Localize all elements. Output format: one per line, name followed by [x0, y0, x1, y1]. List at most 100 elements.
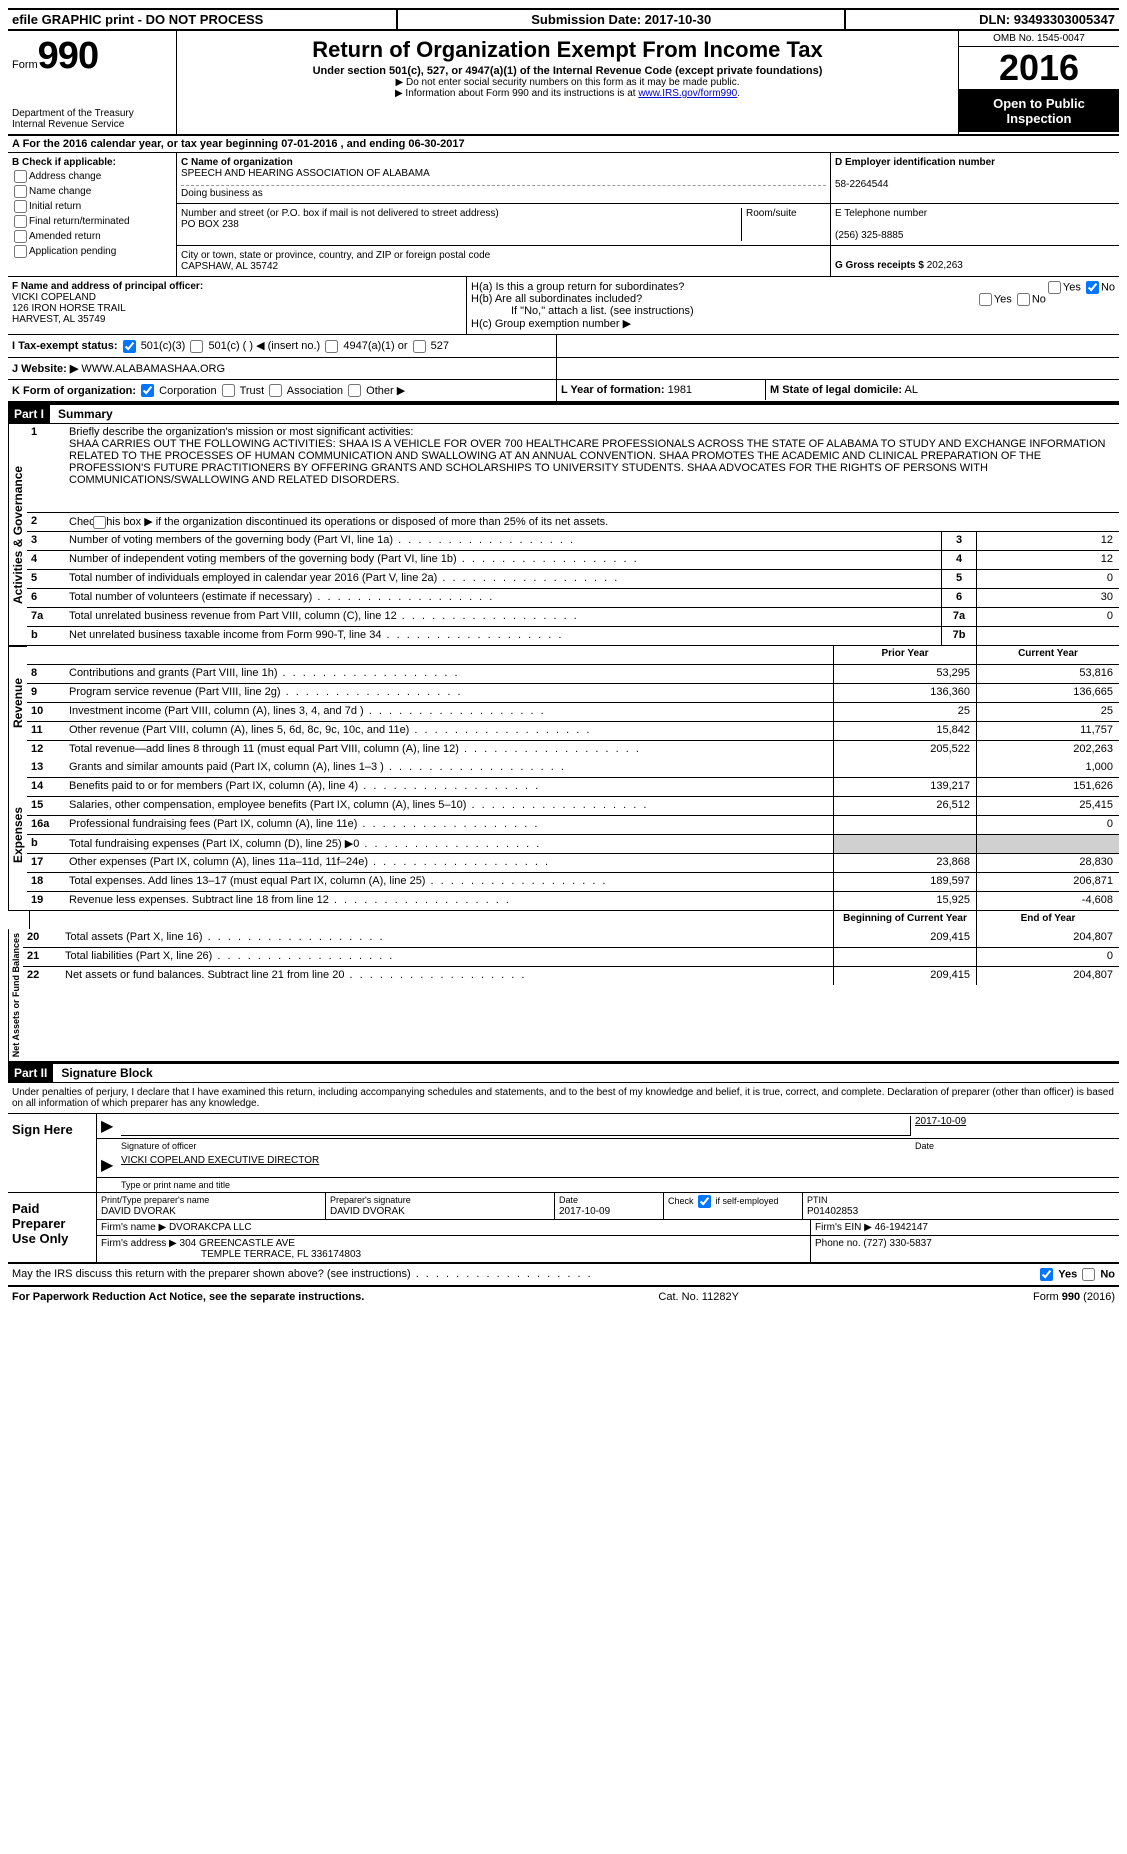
- ha-yes[interactable]: [1048, 281, 1061, 294]
- ein-label: D Employer identification number: [835, 157, 995, 168]
- vlabel-expenses: Expenses: [8, 759, 27, 910]
- check-amended[interactable]: [14, 230, 27, 243]
- prep-date: 2017-10-09: [559, 1206, 610, 1217]
- vlabel-netassets: Net Assets or Fund Balances: [8, 929, 23, 1061]
- tax-status-label: I Tax-exempt status:: [12, 340, 118, 352]
- domicile-value: AL: [904, 384, 917, 396]
- hb-no[interactable]: [1017, 293, 1030, 306]
- hb-note: If "No," attach a list. (see instruction…: [471, 305, 1115, 317]
- section-a: A For the 2016 calendar year, or tax yea…: [8, 136, 1119, 153]
- footer: For Paperwork Reduction Act Notice, see …: [8, 1285, 1119, 1307]
- footer-mid: Cat. No. 11282Y: [658, 1291, 739, 1303]
- check-501c[interactable]: [190, 340, 203, 353]
- ein-value: 58-2264544: [835, 179, 888, 190]
- hb-label: H(b) Are all subordinates included?: [471, 293, 642, 305]
- check-self-employed[interactable]: [698, 1195, 711, 1208]
- table-row: 13 Grants and similar amounts paid (Part…: [27, 759, 1119, 778]
- table-row: 10 Investment income (Part VIII, column …: [27, 703, 1119, 722]
- check-discontinued[interactable]: [93, 516, 106, 529]
- check-initial-return[interactable]: [14, 200, 27, 213]
- box-b: B Check if applicable: Address change Na…: [8, 153, 177, 276]
- sig-officer-label: Signature of officer: [121, 1141, 911, 1151]
- prep-sig-label: Preparer's signature: [330, 1195, 411, 1205]
- check-application-pending[interactable]: [14, 245, 27, 258]
- perjury-text: Under penalties of perjury, I declare th…: [8, 1083, 1119, 1114]
- table-row: 17 Other expenses (Part IX, column (A), …: [27, 854, 1119, 873]
- domicile-label: M State of legal domicile:: [770, 384, 902, 396]
- officer-addr1: 126 IRON HORSE TRAIL: [12, 303, 126, 314]
- hb-yes[interactable]: [979, 293, 992, 306]
- check-assoc[interactable]: [269, 384, 282, 397]
- check-other[interactable]: [348, 384, 361, 397]
- prep-name-label: Print/Type preparer's name: [101, 1195, 209, 1205]
- firm-phone-label: Phone no.: [815, 1238, 861, 1249]
- check-address-change[interactable]: [14, 170, 27, 183]
- form-number: 990: [38, 35, 98, 77]
- check-4947[interactable]: [325, 340, 338, 353]
- firm-name: DVORAKCPA LLC: [169, 1222, 252, 1233]
- irs-link[interactable]: www.IRS.gov/form990: [638, 88, 737, 99]
- part2-bar: Part II Signature Block: [8, 1062, 1119, 1083]
- ha-no[interactable]: [1086, 281, 1099, 294]
- sig-date: 2017-10-09: [915, 1116, 966, 1127]
- phone-label: E Telephone number: [835, 208, 927, 219]
- col-beginning: Beginning of Current Year: [833, 911, 976, 929]
- part2-header: Part II: [8, 1064, 53, 1082]
- check-trust[interactable]: [222, 384, 235, 397]
- year-formation: 1981: [668, 384, 692, 396]
- sign-here-row: Sign Here ▶ 2017-10-09 Signature of offi…: [8, 1114, 1119, 1193]
- firm-ein: 46-1942147: [875, 1222, 928, 1233]
- irs-label: Internal Revenue Service: [12, 119, 172, 130]
- year-formation-label: L Year of formation:: [561, 384, 665, 396]
- table-row: 6 Total number of volunteers (estimate i…: [27, 589, 1119, 608]
- col-current-year: Current Year: [976, 646, 1119, 664]
- discuss-yes[interactable]: [1040, 1268, 1053, 1281]
- table-row: 11 Other revenue (Part VIII, column (A),…: [27, 722, 1119, 741]
- paid-preparer-row: Paid Preparer Use Only Print/Type prepar…: [8, 1193, 1119, 1263]
- check-name-change[interactable]: [14, 185, 27, 198]
- check-corp[interactable]: [141, 384, 154, 397]
- table-row: 8 Contributions and grants (Part VIII, l…: [27, 665, 1119, 684]
- ptin-value: P01402853: [807, 1206, 858, 1217]
- omb-number: OMB No. 1545-0047: [959, 31, 1119, 47]
- table-row: 18 Total expenses. Add lines 13–17 (must…: [27, 873, 1119, 892]
- firm-ein-label: Firm's EIN ▶: [815, 1222, 872, 1233]
- phone-value: (256) 325-8885: [835, 230, 903, 241]
- vlabel-revenue: Revenue: [8, 646, 27, 759]
- website-label: J Website: ▶: [12, 363, 78, 375]
- dept-treasury: Department of the Treasury: [12, 108, 172, 119]
- prep-sig: DAVID DVORAK: [330, 1206, 405, 1217]
- date-label: Date: [911, 1141, 1115, 1151]
- check-527[interactable]: [413, 340, 426, 353]
- footer-right: Form 990 (2016): [1033, 1291, 1115, 1303]
- ha-label: H(a) Is this a group return for subordin…: [471, 281, 684, 293]
- note-ssn: ▶ Do not enter social security numbers o…: [185, 77, 950, 88]
- form-title: Return of Organization Exempt From Incom…: [185, 37, 950, 63]
- dba-label: Doing business as: [181, 188, 263, 199]
- prep-name: DAVID DVORAK: [101, 1206, 176, 1217]
- form-label: Form: [12, 59, 38, 71]
- col-end: End of Year: [976, 911, 1119, 929]
- city-value: CAPSHAW, AL 35742: [181, 261, 278, 272]
- table-row: 14 Benefits paid to or for members (Part…: [27, 778, 1119, 797]
- officer-sig-name: VICKI COPELAND EXECUTIVE DIRECTOR: [121, 1155, 1115, 1175]
- room-label: Room/suite: [746, 208, 797, 219]
- dln: DLN: 93493303005347: [979, 12, 1115, 27]
- form-header: Form990 Department of the Treasury Inter…: [8, 31, 1119, 136]
- table-row: 5 Total number of individuals employed i…: [27, 570, 1119, 589]
- mission-text: SHAA CARRIES OUT THE FOLLOWING ACTIVITIE…: [69, 438, 1106, 486]
- check-501c3[interactable]: [123, 340, 136, 353]
- officer-addr2: HARVEST, AL 35749: [12, 314, 105, 325]
- org-name-label: C Name of organization: [181, 157, 293, 168]
- check-final-return[interactable]: [14, 215, 27, 228]
- form-subtitle: Under section 501(c), 527, or 4947(a)(1)…: [185, 65, 950, 77]
- sign-here-label: Sign Here: [8, 1114, 97, 1192]
- discuss-no[interactable]: [1082, 1268, 1095, 1281]
- top-grid: B Check if applicable: Address change Na…: [8, 153, 1119, 277]
- table-row: 12 Total revenue—add lines 8 through 11 …: [27, 741, 1119, 759]
- website-url: WWW.ALABAMASHAA.ORG: [81, 363, 225, 375]
- governance-block: Activities & Governance 1 Briefly descri…: [8, 424, 1119, 646]
- table-row: 21 Total liabilities (Part X, line 26) 0: [23, 948, 1119, 967]
- part1-header: Part I: [8, 405, 50, 423]
- netassets-block: Net Assets or Fund Balances 20 Total ass…: [8, 929, 1119, 1062]
